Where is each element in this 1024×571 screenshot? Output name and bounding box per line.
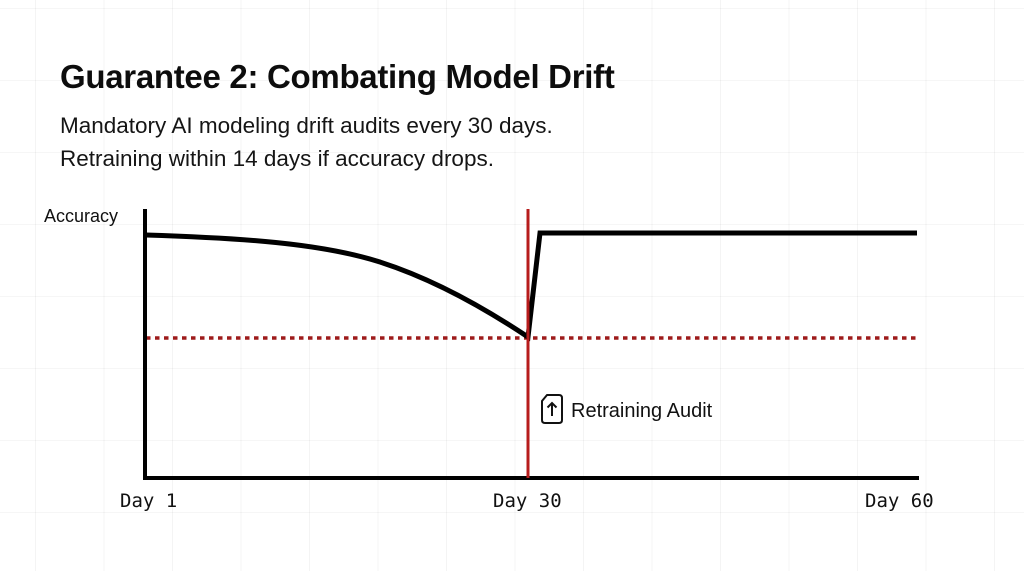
x-tick-day-1: Day 1	[120, 490, 178, 512]
subtitle: Mandatory AI modeling drift audits every…	[60, 109, 553, 175]
retraining-audit-annotation: Retraining Audit	[540, 393, 712, 430]
y-axis-label: Accuracy	[44, 206, 119, 226]
x-tick-day-30: Day 30	[493, 490, 562, 512]
page-title: Guarantee 2: Combating Model Drift	[60, 58, 615, 95]
x-tick-day-60: Day 60	[865, 490, 934, 512]
subtitle-line-1: Mandatory AI modeling drift audits every…	[60, 113, 553, 138]
accuracy-series-line	[145, 230, 917, 342]
subtitle-line-2: Retraining within 14 days if accuracy dr…	[60, 146, 494, 171]
document-upload-icon	[540, 393, 564, 430]
annotation-label: Retraining Audit	[571, 400, 713, 422]
